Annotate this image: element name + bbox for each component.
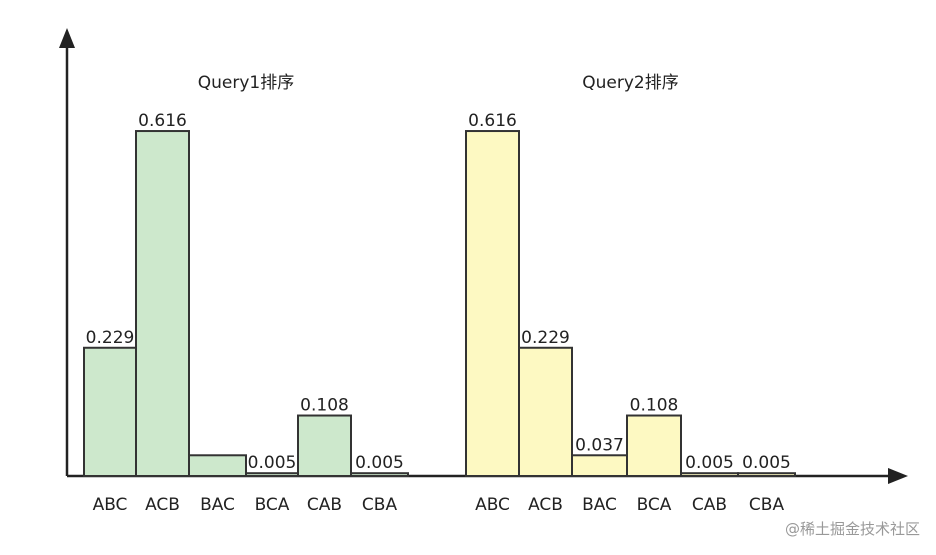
value-label: 0.005 (685, 453, 734, 473)
bar (245, 472, 299, 478)
x-tick-label: BAC (200, 495, 235, 515)
watermark: @稀土掘金技术社区 (785, 520, 920, 538)
bar (680, 472, 739, 478)
x-tick-label: CAB (692, 495, 727, 515)
x-tick-label: ACB (528, 495, 563, 515)
bar (297, 414, 352, 477)
bar (626, 414, 682, 477)
x-axis-arrow (888, 468, 908, 484)
value-label: 0.108 (630, 396, 679, 416)
value-label: 0.229 (521, 328, 570, 348)
x-tick-label: CBA (749, 495, 785, 515)
bar (83, 346, 137, 478)
bar (571, 454, 628, 477)
x-tick-label: CBA (362, 495, 398, 515)
value-label: 0.005 (355, 453, 404, 473)
value-label: 0.108 (300, 396, 349, 416)
bar (518, 346, 573, 478)
chart-title: Query2排序 (582, 73, 678, 93)
bar (465, 130, 520, 477)
value-label: 0.229 (86, 328, 135, 348)
value-label: 0.616 (138, 111, 187, 131)
x-tick-label: ABC (475, 495, 510, 515)
x-tick-label: BAC (582, 495, 617, 515)
bar (350, 472, 409, 478)
value-label: 0.005 (742, 453, 791, 473)
bar (135, 130, 190, 477)
value-label: 0.616 (468, 111, 517, 131)
y-axis-arrow (59, 28, 75, 48)
x-tick-label: ABC (93, 495, 128, 515)
value-label: 0.037 (575, 435, 624, 455)
bar (188, 454, 247, 477)
x-tick-label: ACB (145, 495, 180, 515)
x-tick-label: BCA (637, 495, 672, 515)
value-label: 0.005 (248, 453, 297, 473)
x-tick-label: CAB (307, 495, 342, 515)
chart-title: Query1排序 (198, 73, 294, 93)
bar (737, 472, 796, 478)
x-tick-label: BCA (255, 495, 290, 515)
